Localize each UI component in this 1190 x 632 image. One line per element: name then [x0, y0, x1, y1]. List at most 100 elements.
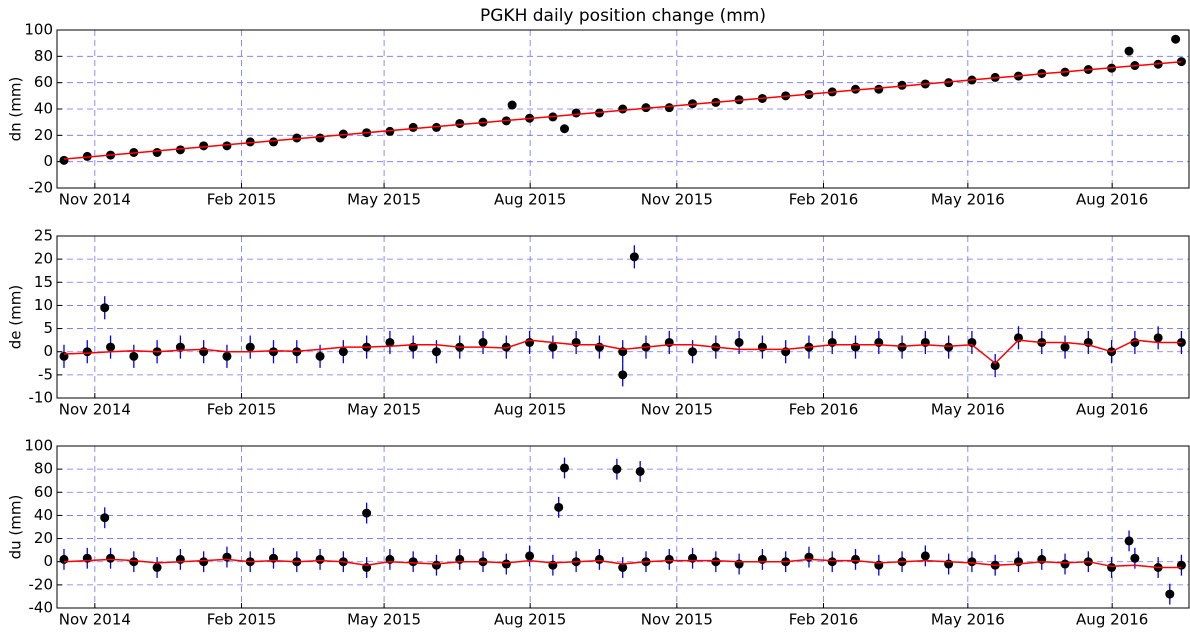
y-axis-label: de (mm): [7, 285, 25, 349]
x-tick-label: Nov 2015: [641, 191, 713, 209]
data-point: [548, 342, 558, 352]
data-point: [967, 557, 977, 567]
data-point: [560, 124, 570, 134]
y-tick-label: 15: [34, 273, 53, 291]
y-tick-label: 0: [43, 152, 53, 170]
data-point: [525, 551, 535, 561]
plot-area: [59, 245, 1186, 387]
data-point: [594, 554, 604, 564]
data-point: [129, 351, 139, 361]
data-point: [1060, 559, 1070, 569]
data-point: [734, 337, 744, 347]
y-tick-label: 40: [34, 506, 53, 524]
y-tick-label: 20: [34, 250, 53, 268]
data-point: [431, 347, 441, 357]
data-point: [594, 342, 604, 352]
data-point: [874, 84, 884, 94]
data-point: [827, 557, 837, 567]
data-point: [1176, 57, 1186, 67]
data-point: [629, 252, 639, 262]
data-point: [455, 118, 465, 128]
x-tick-label: Feb 2015: [207, 191, 277, 209]
data-point: [385, 126, 395, 136]
data-point: [501, 559, 511, 569]
x-tick-label: Nov 2014: [59, 401, 131, 419]
y-tick-label: -10: [29, 389, 54, 407]
data-point: [688, 347, 698, 357]
y-tick-label: 5: [43, 319, 53, 337]
y-tick-label: 0: [43, 552, 53, 570]
data-point: [338, 347, 348, 357]
data-point: [82, 347, 92, 357]
data-point: [560, 463, 570, 473]
trend-line: [63, 558, 1182, 569]
y-tick-label: -40: [29, 599, 54, 617]
data-point: [664, 103, 674, 113]
y-tick-label: -20: [29, 575, 54, 593]
data-point: [507, 100, 517, 110]
data-point: [408, 342, 418, 352]
chart-title: PGKH daily position change (mm): [480, 6, 766, 26]
x-tick-label: Feb 2016: [789, 401, 859, 419]
data-point: [199, 557, 209, 567]
data-point: [408, 557, 418, 567]
data-point: [106, 342, 116, 352]
data-point: [571, 108, 581, 118]
data-point: [944, 342, 954, 352]
data-point: [245, 342, 255, 352]
data-point: [1107, 563, 1117, 572]
data-point: [618, 563, 628, 572]
data-point: [152, 563, 162, 572]
x-tick-label: Nov 2015: [641, 401, 713, 419]
y-tick-label: 20: [34, 529, 53, 547]
data-point: [175, 342, 185, 352]
data-point: [59, 554, 69, 564]
data-point: [222, 141, 232, 151]
y-axis-label: dn (mm): [7, 77, 25, 142]
y-tick-label: 100: [24, 437, 53, 455]
data-point: [664, 554, 674, 564]
y-tick-label: 80: [34, 460, 53, 478]
plot-frame: [56, 235, 1190, 399]
data-point: [431, 122, 441, 132]
trend-line: [63, 60, 1182, 160]
x-tick-label: Feb 2015: [207, 401, 277, 419]
data-point: [635, 466, 645, 476]
y-tick-label: 10: [34, 296, 53, 314]
data-point: [920, 551, 930, 561]
data-point: [1153, 333, 1163, 343]
data-point: [1171, 34, 1181, 44]
y-axis-label: du (mm): [7, 495, 25, 560]
data-point: [362, 508, 372, 518]
data-point: [525, 337, 535, 347]
x-tick-label: Aug 2015: [494, 401, 566, 419]
data-point: [106, 553, 116, 563]
data-point: [688, 553, 698, 563]
x-tick-label: Feb 2016: [789, 611, 859, 629]
y-tick-label: -20: [29, 179, 54, 197]
data-point: [408, 122, 418, 132]
data-point: [554, 502, 564, 512]
data-point: [269, 137, 279, 147]
x-tick-label: Aug 2015: [494, 191, 566, 209]
x-tick-label: Aug 2016: [1076, 191, 1148, 209]
x-tick-label: May 2015: [347, 611, 421, 629]
data-point: [612, 464, 622, 474]
plot-frame: [56, 29, 1190, 189]
data-point: [1124, 536, 1134, 546]
data-point: [990, 361, 1000, 371]
data-point: [152, 147, 162, 157]
data-point: [618, 104, 628, 114]
x-tick-label: Aug 2016: [1076, 401, 1148, 419]
data-point: [1165, 589, 1175, 599]
data-point: [897, 342, 907, 352]
data-point: [315, 133, 325, 143]
x-tick-label: May 2015: [347, 401, 421, 419]
data-point: [269, 347, 279, 357]
data-point: [222, 351, 232, 361]
data-point: [897, 80, 907, 90]
plot-frame: [56, 445, 1190, 609]
data-point: [245, 137, 255, 147]
data-point: [175, 145, 185, 155]
data-point: [757, 554, 767, 564]
